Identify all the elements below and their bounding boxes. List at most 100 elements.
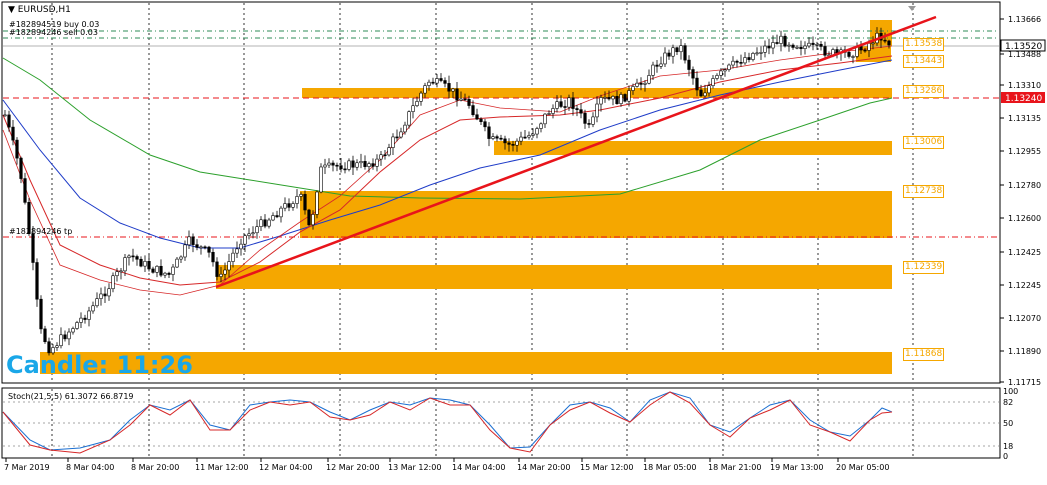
caret-down-icon[interactable]: ▼	[8, 5, 15, 15]
candle-body	[459, 98, 463, 101]
candle-body	[79, 317, 83, 323]
candle-body	[355, 162, 359, 168]
current-price-tag	[1000, 39, 1046, 52]
candle-body	[651, 64, 655, 76]
window-title: ▼ EURUSD,H1	[8, 5, 71, 15]
candle-body	[103, 293, 107, 297]
candle-body	[603, 97, 607, 99]
candle-body	[395, 136, 399, 139]
candle-body	[575, 108, 579, 110]
candle-body	[715, 75, 719, 79]
candle-body	[311, 214, 315, 226]
stoch-level-label: 0	[1003, 452, 1008, 461]
candle-body	[223, 269, 227, 275]
candle-body	[155, 265, 159, 273]
candle-body	[351, 160, 355, 168]
candle-body	[519, 136, 523, 142]
candle-body	[551, 108, 555, 114]
candle-body	[91, 305, 95, 312]
candle-body	[563, 106, 567, 108]
price-tick-label: 1.11890	[1008, 347, 1041, 356]
candle-body	[527, 135, 531, 138]
candle-body	[739, 62, 743, 64]
candle-body	[719, 70, 723, 76]
candle-body	[559, 101, 563, 107]
candle-body	[347, 160, 351, 170]
candle-body	[391, 136, 395, 148]
time-tick-label: 8 Mar 04:00	[66, 463, 114, 472]
candle-body	[419, 92, 423, 102]
candle-body	[747, 57, 751, 60]
candle-body	[23, 178, 27, 203]
candle-body	[479, 118, 483, 123]
symbol-timeframe: EURUSD,H1	[17, 5, 71, 15]
candle-body	[339, 165, 343, 170]
candle-body	[447, 83, 451, 92]
price-tick-label: 1.12070	[1008, 314, 1041, 323]
candle-body	[615, 96, 619, 104]
candle-body	[431, 81, 435, 84]
time-tick-label: 11 Mar 12:00	[195, 463, 248, 472]
ma-fast-line	[2, 55, 893, 286]
candle-body	[95, 298, 99, 307]
price-axis: 1.13666 1.13488 1.13310 1.13135 1.12955 1.127…	[1000, 15, 1046, 461]
candle-body	[243, 235, 247, 245]
shift-marker-icon	[908, 6, 916, 11]
candle-body	[723, 69, 727, 72]
candle-body	[475, 114, 479, 120]
time-tick-label: 18 Mar 21:00	[708, 463, 761, 472]
main-frame	[1, 1, 1001, 384]
time-tick-label: 20 Mar 05:00	[836, 463, 889, 472]
candle-body	[119, 270, 123, 273]
zone-label: 1.13006	[903, 136, 945, 149]
red-line-price-tag	[1001, 92, 1045, 103]
candle-body	[491, 136, 495, 139]
candle-body	[779, 35, 783, 44]
candle-body	[775, 42, 779, 44]
candle-body	[427, 81, 431, 86]
candle-body	[815, 43, 819, 46]
candle-body	[423, 85, 427, 94]
order-label-tp: #182894246 tp	[9, 227, 73, 236]
candle-body	[699, 89, 703, 97]
candle-body	[379, 154, 383, 160]
trendline[interactable]	[215, 15, 937, 289]
zone-label: 1.13538	[903, 38, 945, 51]
candle-body	[59, 334, 63, 347]
candle-body	[503, 138, 507, 144]
candle-body	[823, 46, 827, 56]
candle-body	[323, 164, 327, 168]
candle-body	[215, 261, 219, 277]
current-price-label: 1.13520	[1005, 42, 1042, 52]
candle-body	[295, 196, 299, 204]
candle-body	[259, 219, 263, 227]
stoch-main-line	[2, 391, 893, 451]
candle-body	[19, 157, 23, 179]
candle-body	[367, 163, 371, 167]
candle-body	[327, 162, 331, 166]
stoch-level-label: 100	[1003, 387, 1018, 396]
candle-body	[7, 114, 11, 128]
candle-body	[791, 44, 795, 48]
stoch-level-label: 18	[1003, 442, 1013, 451]
candle-body	[455, 88, 459, 101]
order-label-buy: #182894519 buy 0.03	[9, 20, 100, 29]
candle-body	[571, 97, 575, 109]
candle-body	[183, 244, 187, 258]
candle-body	[147, 260, 151, 270]
candle-body	[71, 328, 75, 333]
candle-body	[671, 47, 675, 57]
candle-body	[315, 191, 319, 215]
trendline[interactable]	[215, 6, 937, 289]
candle-body	[783, 35, 787, 47]
candle-body	[359, 161, 363, 164]
time-tick-label: 14 Mar 20:00	[517, 463, 570, 472]
order-lines	[3, 30, 999, 238]
candle-body	[887, 40, 891, 46]
candle-body	[471, 105, 475, 116]
candle-body	[331, 162, 335, 166]
candle-body	[251, 232, 255, 235]
candle-body	[531, 133, 535, 136]
